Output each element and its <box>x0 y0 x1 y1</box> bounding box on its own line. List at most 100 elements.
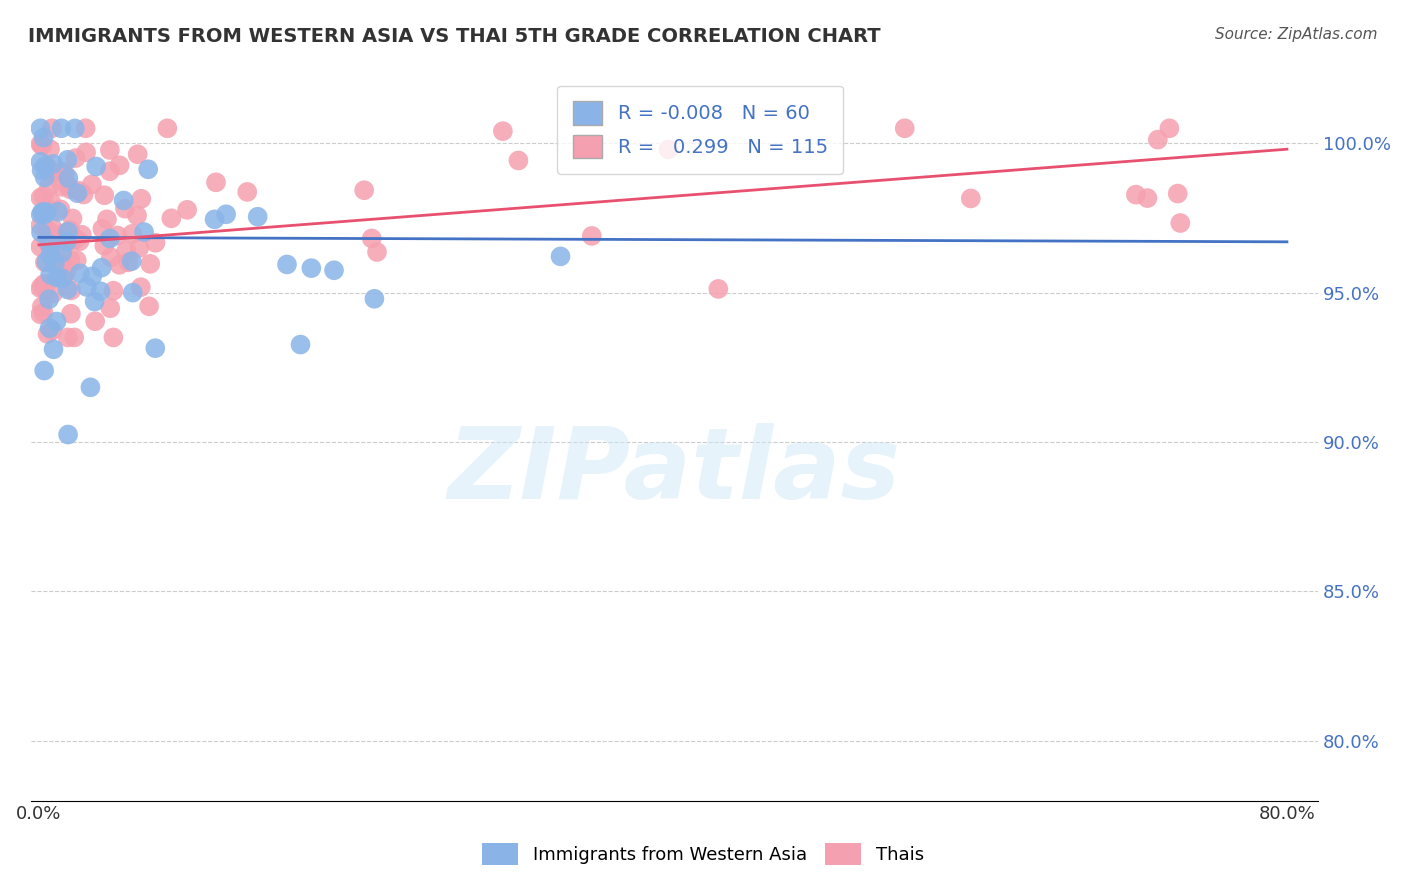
Point <box>66 186 89 201</box>
Point <box>49 202 72 217</box>
Point <box>127 147 149 161</box>
Point <box>100 250 122 264</box>
Point <box>205 175 228 189</box>
Point <box>44 256 66 270</box>
Point <box>32 306 55 320</box>
Point <box>59 307 82 321</box>
Point <box>52 165 75 179</box>
Point <box>136 162 159 177</box>
Point <box>581 228 603 243</box>
Point <box>160 211 183 226</box>
Point <box>66 253 89 268</box>
Point <box>32 363 55 377</box>
Point <box>51 179 73 194</box>
Point <box>62 234 84 248</box>
Point <box>31 300 53 314</box>
Point <box>323 263 346 277</box>
Point <box>35 233 58 247</box>
Point <box>46 204 69 219</box>
Point <box>30 154 52 169</box>
Point <box>44 242 66 256</box>
Point <box>1159 121 1181 136</box>
Point <box>30 136 52 151</box>
Point <box>30 225 52 239</box>
Point <box>107 228 129 243</box>
Point <box>41 219 63 234</box>
Point <box>52 227 75 241</box>
Point <box>30 208 52 222</box>
Point <box>550 249 572 263</box>
Point <box>112 194 135 208</box>
Point <box>41 121 63 136</box>
Point <box>60 284 83 298</box>
Point <box>299 261 322 276</box>
Point <box>69 266 91 280</box>
Point <box>37 162 59 177</box>
Point <box>83 294 105 309</box>
Point <box>121 285 143 300</box>
Point <box>30 191 52 205</box>
Point <box>30 219 52 233</box>
Point <box>114 202 136 216</box>
Point <box>103 330 125 344</box>
Point <box>69 235 91 249</box>
Point <box>51 260 73 274</box>
Point <box>353 183 375 197</box>
Point <box>30 281 52 295</box>
Point <box>42 343 65 357</box>
Point <box>58 171 80 186</box>
Point <box>108 158 131 172</box>
Point <box>46 270 69 285</box>
Point <box>55 264 77 278</box>
Point <box>56 235 79 249</box>
Point <box>42 157 65 171</box>
Point <box>41 324 63 338</box>
Point <box>30 240 52 254</box>
Point <box>96 212 118 227</box>
Point <box>53 260 76 275</box>
Point <box>707 282 730 296</box>
Point <box>98 301 121 316</box>
Point <box>62 211 84 226</box>
Point <box>34 170 56 185</box>
Point <box>1147 133 1170 147</box>
Point <box>893 121 915 136</box>
Point <box>37 202 59 217</box>
Point <box>98 143 121 157</box>
Point <box>138 299 160 313</box>
Point <box>56 427 79 442</box>
Point <box>246 210 269 224</box>
Point <box>51 271 73 285</box>
Point <box>508 153 530 168</box>
Point <box>366 245 388 260</box>
Point <box>35 204 58 219</box>
Point <box>156 121 179 136</box>
Point <box>38 225 60 239</box>
Point <box>129 192 152 206</box>
Point <box>51 259 73 273</box>
Point <box>84 314 107 328</box>
Point <box>121 227 143 241</box>
Point <box>34 207 56 221</box>
Point <box>90 285 112 299</box>
Point <box>93 238 115 252</box>
Point <box>1136 191 1159 205</box>
Point <box>37 232 59 246</box>
Point <box>39 248 62 262</box>
Point <box>128 241 150 255</box>
Point <box>492 124 515 138</box>
Point <box>1125 187 1147 202</box>
Point <box>39 142 62 156</box>
Point <box>34 277 56 291</box>
Point <box>959 191 981 205</box>
Point <box>34 159 56 173</box>
Legend: Immigrants from Western Asia, Thais: Immigrants from Western Asia, Thais <box>474 834 932 874</box>
Point <box>32 130 55 145</box>
Point <box>30 121 52 136</box>
Point <box>42 286 65 301</box>
Point <box>35 255 58 269</box>
Point <box>37 160 59 174</box>
Point <box>70 227 93 242</box>
Point <box>65 151 87 165</box>
Point <box>176 202 198 217</box>
